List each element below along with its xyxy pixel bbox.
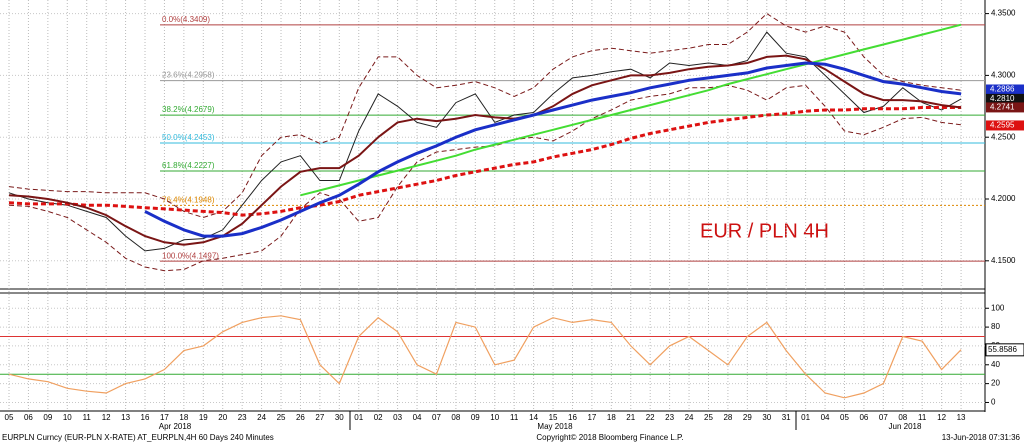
y-tick-label: 4.2500 — [991, 132, 1016, 141]
x-tick-label: 10 — [490, 413, 499, 422]
x-tick-label: 20 — [218, 413, 227, 422]
price-tag-label: 55.8586 — [988, 345, 1017, 354]
x-tick-label: 28 — [723, 413, 732, 422]
x-tick-label: 07 — [432, 413, 441, 422]
x-tick-label: 06 — [859, 413, 868, 422]
footer-right: 13-Jun-2018 07:31:36 — [942, 433, 1021, 442]
x-tick-label: 23 — [238, 413, 247, 422]
x-tick-label: 29 — [743, 413, 752, 422]
x-tick-label: 18 — [179, 413, 188, 422]
level-label: 50.0%(4.2453) — [162, 133, 215, 142]
x-tick-label: 30 — [335, 413, 344, 422]
price-tag-label: 4.2810 — [990, 94, 1015, 103]
x-tick-label: 05 — [5, 413, 14, 422]
x-tick-label: 13 — [957, 413, 966, 422]
price-tag — [986, 102, 1024, 113]
x-tick-label: 31 — [782, 413, 791, 422]
level-label: 23.6%(4.2958) — [162, 71, 215, 80]
x-tick-label: 03 — [393, 413, 402, 422]
level-label: 100.0%(4.1497) — [162, 251, 219, 260]
month-label: Apr 2018 — [159, 422, 192, 431]
x-tick-label: 18 — [607, 413, 616, 422]
y-tick-label: 20 — [991, 379, 1000, 388]
y-tick-label: 0 — [991, 398, 996, 407]
x-tick-label: 25 — [277, 413, 286, 422]
y-tick-label: 4.3000 — [991, 71, 1016, 80]
x-tick-label: 12 — [937, 413, 946, 422]
y-tick-label: 4.2000 — [991, 194, 1016, 203]
footer-left: EURPLN Curncy (EUR-PLN X-RATE) AT_EURPLN… — [2, 433, 274, 442]
x-tick-label: 30 — [762, 413, 771, 422]
x-tick-label: 15 — [549, 413, 558, 422]
month-label: Jun 2018 — [889, 422, 922, 431]
price-tag-label: 4.2595 — [990, 121, 1015, 130]
x-tick-label: 17 — [587, 413, 596, 422]
price-line — [8, 106, 962, 217]
x-tick-label: 22 — [646, 413, 655, 422]
x-tick-label: 06 — [24, 413, 33, 422]
x-tick-label: 04 — [821, 413, 830, 422]
price-tag — [985, 343, 1024, 357]
price-tag-label: 4.2886 — [990, 85, 1015, 94]
x-tick-label: 11 — [510, 413, 519, 422]
oscillator-line — [8, 315, 962, 399]
price-tag — [986, 120, 1024, 131]
x-tick-label: 02 — [374, 413, 383, 422]
x-tick-label: 08 — [898, 413, 907, 422]
level-label: 61.8%(4.2227) — [162, 161, 215, 170]
x-tick-label: 09 — [43, 413, 52, 422]
x-tick-label: 14 — [529, 413, 538, 422]
price-line — [8, 31, 962, 252]
level-label: 0.0%(4.3409) — [162, 15, 210, 24]
x-tick-label: 19 — [199, 413, 208, 422]
level-label: 76.4%(4.1948) — [162, 196, 215, 205]
x-tick-label: 13 — [121, 413, 130, 422]
x-tick-label: 11 — [918, 413, 927, 422]
x-tick-label: 23 — [665, 413, 674, 422]
x-tick-label: 24 — [257, 413, 266, 422]
level-label: 38.2%(4.2679) — [162, 105, 215, 114]
y-tick-label: 4.1500 — [991, 256, 1016, 265]
x-tick-label: 26 — [296, 413, 305, 422]
x-tick-label: 10 — [63, 413, 72, 422]
x-tick-label: 01 — [354, 413, 363, 422]
x-tick-label: 09 — [471, 413, 480, 422]
x-tick-label: 21 — [626, 413, 635, 422]
x-tick-label: 07 — [879, 413, 888, 422]
price-tag-label: 4.2741 — [990, 103, 1015, 112]
footer-center: Copyright© 2018 Bloomberg Finance L.P. — [536, 433, 683, 442]
price-line — [8, 54, 962, 246]
x-tick-label: 04 — [413, 413, 422, 422]
x-tick-label: 01 — [801, 413, 810, 422]
price-tag — [986, 93, 1024, 104]
y-tick-label: 4.3500 — [991, 9, 1016, 18]
price-line — [8, 12, 962, 219]
price-line — [144, 61, 962, 238]
x-tick-label: 27 — [315, 413, 324, 422]
annotation: EUR / PLN 4H — [700, 220, 829, 242]
y-tick-label: 100 — [991, 303, 1005, 312]
x-tick-label: 16 — [568, 413, 577, 422]
price-tag — [986, 84, 1024, 95]
x-tick-label: 05 — [840, 413, 849, 422]
x-tick-label: 16 — [141, 413, 150, 422]
price-line — [300, 23, 962, 197]
y-tick-label: 80 — [991, 322, 1000, 331]
x-tick-label: 17 — [160, 413, 169, 422]
month-label: May 2018 — [537, 422, 573, 431]
x-tick-label: 11 — [83, 413, 92, 422]
y-tick-label: 40 — [991, 360, 1000, 369]
x-tick-label: 12 — [102, 413, 111, 422]
x-tick-label: 25 — [704, 413, 713, 422]
x-tick-label: 24 — [685, 413, 694, 422]
x-tick-label: 08 — [451, 413, 460, 422]
